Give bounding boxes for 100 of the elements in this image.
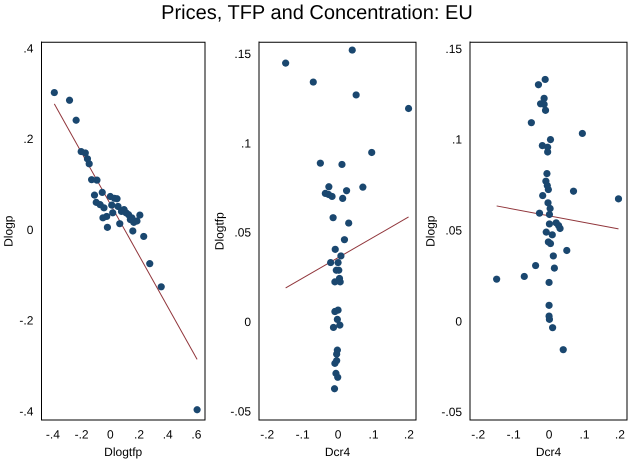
point xyxy=(331,360,338,367)
x-tick-label: -.2 xyxy=(260,428,275,442)
y-tick-label: .05 xyxy=(234,226,252,240)
point xyxy=(368,148,376,156)
y-tick-label: .05 xyxy=(445,224,462,238)
point xyxy=(614,195,622,202)
point xyxy=(146,260,154,268)
point xyxy=(90,192,98,199)
point xyxy=(342,187,350,194)
point xyxy=(330,214,337,222)
point xyxy=(334,316,341,323)
y-tick-label: 0 xyxy=(455,314,462,328)
point xyxy=(546,240,554,248)
point xyxy=(352,91,360,99)
point xyxy=(548,231,556,238)
point xyxy=(108,202,116,209)
x-tick-label: -.1 xyxy=(296,428,310,442)
point xyxy=(194,406,201,414)
point xyxy=(539,192,546,200)
point xyxy=(542,228,550,236)
point xyxy=(325,183,332,190)
point xyxy=(546,204,554,212)
point xyxy=(136,211,144,219)
point xyxy=(546,210,554,218)
y-tick-label: .15 xyxy=(445,42,462,56)
y-tick-label: 0 xyxy=(244,315,252,330)
point xyxy=(348,46,356,54)
point xyxy=(542,106,550,114)
point xyxy=(536,210,544,217)
point xyxy=(316,160,324,167)
y-axis-title: Dlogtfp xyxy=(212,212,227,250)
point xyxy=(336,322,344,329)
y-tick-label: .4 xyxy=(23,41,34,56)
point xyxy=(339,194,346,202)
x-tick-label: -.4 xyxy=(46,428,60,442)
x-tick-label: 0 xyxy=(106,428,114,442)
point xyxy=(534,81,542,88)
point xyxy=(332,246,339,253)
point xyxy=(404,104,412,112)
point xyxy=(540,100,548,108)
point xyxy=(334,306,342,314)
point xyxy=(72,116,80,124)
point xyxy=(338,160,346,168)
y-tick-label: .15 xyxy=(234,47,252,62)
y-tick-label: -.05 xyxy=(441,405,462,420)
point xyxy=(543,170,551,178)
point xyxy=(158,283,165,290)
point xyxy=(570,188,578,195)
x-tick-label: .2 xyxy=(614,428,626,442)
x-tick-label: .1 xyxy=(368,428,379,442)
x-axis-title: Dcr4 xyxy=(324,445,351,460)
point xyxy=(98,188,106,196)
point xyxy=(578,130,586,138)
x-axis-title: Dlogtfp xyxy=(104,445,143,460)
point xyxy=(327,258,334,266)
point xyxy=(560,346,567,354)
y-axis-title: Dlogp xyxy=(2,215,16,247)
point xyxy=(282,60,290,67)
point xyxy=(550,252,557,260)
y-tick-label: -.4 xyxy=(19,404,34,418)
point xyxy=(129,227,136,235)
point xyxy=(545,302,553,309)
x-tick-label: .2 xyxy=(134,428,144,442)
x-tick-label: .4 xyxy=(162,428,174,442)
x-axis-title: Dcr4 xyxy=(536,445,562,460)
point xyxy=(493,276,500,283)
x-tick-label: -.1 xyxy=(506,428,521,442)
point xyxy=(114,202,122,210)
y-tick-label: 0 xyxy=(26,222,34,237)
y-tick-label: .1 xyxy=(452,132,462,147)
point xyxy=(140,232,148,240)
point xyxy=(549,324,556,332)
point xyxy=(532,262,540,270)
point xyxy=(545,278,553,286)
point xyxy=(345,219,352,227)
point xyxy=(334,258,342,266)
x-tick-label: .2 xyxy=(404,428,414,442)
point xyxy=(100,204,108,212)
point xyxy=(66,96,74,104)
point xyxy=(540,94,548,102)
point xyxy=(328,192,336,200)
point xyxy=(544,186,552,194)
point xyxy=(546,136,554,144)
text: Prices, TFP and Concentration: EU xyxy=(160,2,474,25)
point xyxy=(556,224,564,232)
point xyxy=(528,119,535,126)
x-tick-label: 0 xyxy=(334,428,342,442)
x-tick-label: 0 xyxy=(546,428,553,442)
point xyxy=(542,76,549,84)
point xyxy=(340,236,348,244)
point xyxy=(82,149,89,157)
point xyxy=(544,199,552,206)
x-tick-label: .6 xyxy=(191,428,202,442)
point xyxy=(93,176,101,184)
point xyxy=(330,324,338,332)
point xyxy=(103,212,110,220)
point xyxy=(104,224,112,231)
point xyxy=(520,272,528,280)
y-tick-label: .1 xyxy=(241,136,252,150)
point xyxy=(330,385,338,392)
